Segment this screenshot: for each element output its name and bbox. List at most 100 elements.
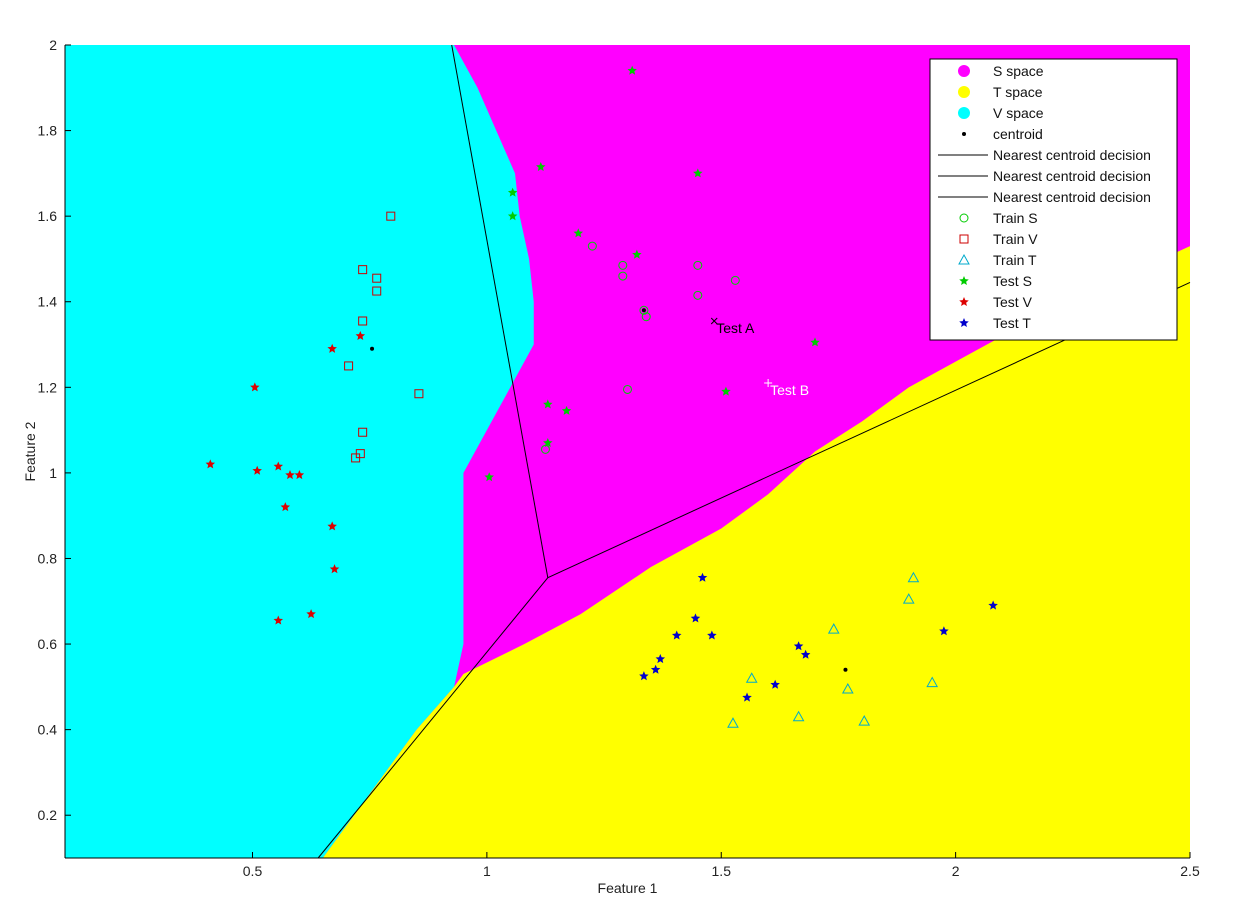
legend-label: Nearest centroid decision [993,147,1151,163]
y-tick-label: 1.2 [38,379,58,395]
test-t-point [793,641,804,651]
train-t-point [926,676,939,688]
train-s-point [693,260,703,270]
test-t-point [939,626,949,636]
x-tick-label: 0.5 [243,863,263,879]
test-v-point [329,564,340,574]
test-s-point [543,437,553,447]
decision-line-3 [317,577,549,859]
train-s-point [618,260,628,270]
legend-swatch [959,318,969,328]
region-v-space [65,45,534,858]
annotations: Test A Test B [710,317,809,398]
legend-label: V space [993,105,1044,121]
y-tick-label: 0.8 [38,550,58,566]
legend-swatch [958,86,970,98]
test-v-point [273,615,284,625]
test-s-point [561,405,572,415]
test-s-point [810,337,820,347]
legend-label: Test T [993,315,1031,331]
train-t-point [858,715,871,726]
test-t-point [650,664,661,674]
legend-swatch [958,107,970,119]
train-s-point [623,384,632,394]
train-v-point [372,273,382,283]
test-t-point [671,630,682,640]
legend-swatch [958,253,970,265]
test-s-point [543,399,553,409]
decision-line-1 [451,44,549,578]
test-v-point [327,521,337,531]
test-s-point [632,249,642,259]
centroid-point [370,346,375,351]
test-s-point [573,228,584,238]
centroid-point [843,667,848,672]
y-tick-label: 1.8 [38,123,58,139]
test-t-point [707,630,717,640]
legend-label: Train T [993,252,1037,268]
train-t-point [745,672,758,683]
legend-swatch [959,276,969,286]
legend-label: Nearest centroid decision [993,189,1151,205]
test-v-point [250,382,260,392]
train-t-point [841,682,854,694]
test-a-marker [710,317,718,325]
legend-box [929,58,1178,341]
train-v-point [358,265,368,275]
legend-swatch [959,213,969,223]
y-tick-label: 1.4 [38,294,58,310]
train-v-point [358,316,368,326]
train-v-point [386,211,396,221]
test-t-point [690,613,701,623]
y-tick-label: 1.6 [38,208,58,224]
train-t-point [792,710,805,722]
test-t-point [742,692,752,702]
legend-label: Test S [993,273,1032,289]
annotation-label: Test B [770,382,809,398]
test-v-point [327,343,337,353]
test-v-point [252,465,262,475]
train-v-point [372,286,382,296]
train-s-point [639,305,649,315]
annotation-label: Test A [716,320,755,336]
test-s-point [507,211,518,221]
test-s-point [721,386,731,396]
legend: S space T space V space centroid Nearest cen… [929,58,1178,341]
train-t-point [827,623,840,634]
legend-label: Train V [993,231,1038,247]
legend-label: Train S [993,210,1038,226]
train-v-point [351,453,361,463]
x-axis-label: Feature 1 [598,880,658,896]
test-v-point [205,459,216,469]
test-s-point [693,168,703,178]
train-v-point [358,427,368,437]
train-v-point [414,389,424,399]
test-t-point [988,600,998,610]
test-t-point [697,572,708,582]
legend-swatch [959,297,969,307]
test-s-point [627,65,637,75]
train-v-point [344,361,354,371]
y-axis-label: Feature 2 [22,421,38,481]
test-t-point [639,671,649,681]
train-s-point [618,271,628,281]
legend-swatch [962,132,966,136]
legend-label: Nearest centroid decision [993,168,1151,184]
train-t-point [727,717,739,728]
y-tick-label: 1 [49,465,57,481]
x-tick-label: 1 [483,863,491,879]
train-s-point [730,275,740,285]
train-s-point [641,312,651,322]
test-b-marker [764,379,773,388]
train-s-point [693,290,703,300]
y-tick-label: 0.4 [38,722,58,738]
test-v-point [306,609,316,619]
train-t-point [902,593,915,604]
legend-swatch [958,65,970,77]
legend-label: Test V [993,294,1033,310]
test-s-point [507,187,518,197]
test-v-point [280,502,291,512]
data-points [205,65,998,728]
legend-swatch [959,234,969,244]
